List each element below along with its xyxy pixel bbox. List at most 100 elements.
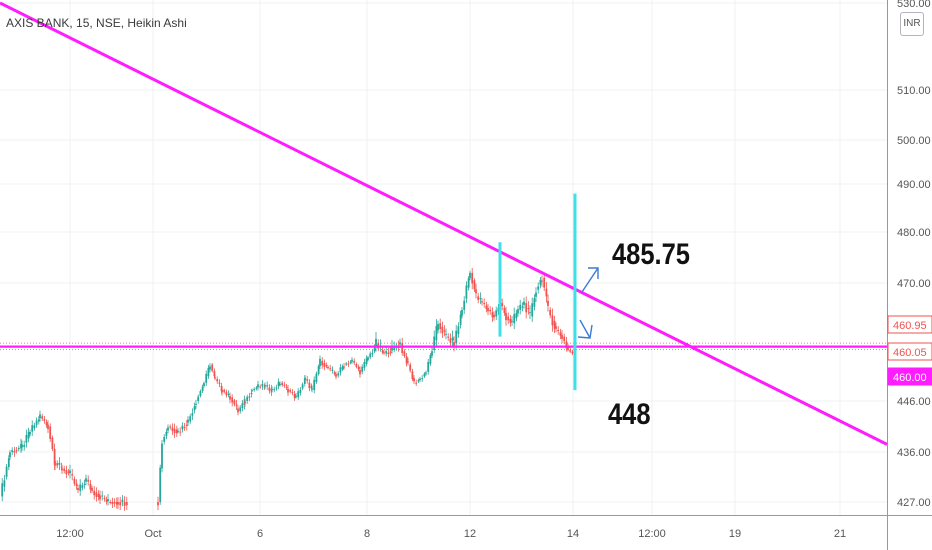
candle-body (413, 377, 415, 382)
descending-trendline (0, 1, 888, 446)
candle-body (159, 467, 162, 502)
candle-body (511, 320, 513, 322)
candle-body (463, 300, 466, 310)
candle-body (445, 333, 447, 335)
candle-body (547, 300, 549, 306)
candle-body (355, 363, 358, 367)
candle-body (279, 383, 281, 385)
candle-body (483, 303, 486, 305)
x-tick-label: 12 (464, 528, 476, 540)
y-tick-label: 436.00 (897, 447, 931, 459)
candle-body (275, 387, 278, 389)
candle-body (69, 470, 71, 474)
candle-body (369, 353, 372, 358)
candle-body (301, 384, 304, 389)
x-tick-label: 12:00 (56, 528, 84, 540)
candle-body (531, 303, 534, 317)
candle-body (469, 272, 471, 279)
candle-body (425, 372, 427, 374)
price-badge-label: 460.95 (893, 320, 927, 332)
candle-body (173, 428, 176, 434)
candle-body (163, 436, 166, 442)
candle-body (495, 310, 498, 317)
candle-body (9, 452, 11, 458)
y-tick-label: 446.00 (897, 396, 931, 408)
candle-body (103, 497, 106, 500)
candle-body (183, 427, 186, 429)
candle-body (393, 346, 396, 350)
candle-body (211, 364, 214, 371)
candle-body (375, 338, 377, 347)
candle-body (17, 447, 20, 450)
candle-body (113, 502, 116, 504)
candle-body (401, 343, 404, 353)
candle-body (253, 388, 256, 391)
candle-body (115, 502, 118, 505)
candle-body (517, 309, 519, 314)
candle-body (451, 337, 454, 341)
candle-body (239, 407, 242, 412)
candle-body (20, 443, 22, 449)
candle-body (455, 330, 458, 344)
candle-body (109, 502, 112, 503)
candle-body (221, 389, 223, 393)
candle-body (323, 362, 326, 368)
candle-body (409, 364, 412, 371)
candle-body (433, 336, 436, 350)
candle-body (268, 387, 271, 391)
candle-body (453, 342, 455, 347)
candle-body (541, 280, 543, 282)
candle-body (37, 419, 40, 422)
candle-body (559, 332, 562, 336)
candle-body (123, 502, 126, 506)
candle-body (304, 377, 306, 380)
candle-body (197, 396, 200, 401)
candle-body (91, 487, 93, 491)
candle-body (99, 495, 101, 500)
candle-body (259, 386, 262, 388)
candle-body (335, 374, 337, 377)
candle-body (3, 480, 6, 487)
candle-body (75, 483, 78, 486)
candle-body (79, 484, 82, 491)
x-tick-label: 12:00 (638, 528, 666, 540)
candle-body (343, 366, 345, 368)
candle-body (423, 373, 426, 377)
candle-body (337, 373, 340, 376)
candle-body (73, 478, 76, 484)
candle-body (11, 450, 14, 452)
candle-body (195, 403, 197, 405)
candle-body (555, 326, 557, 329)
candle-body (533, 298, 536, 307)
candle-body (465, 285, 468, 299)
x-tick-label: Oct (144, 528, 161, 540)
candle-body (321, 360, 324, 366)
candle-body (415, 382, 418, 384)
candle-body (229, 396, 231, 400)
candle-body (25, 434, 28, 443)
candle-body (427, 361, 430, 372)
candle-body (216, 379, 219, 382)
candle-body (521, 306, 524, 308)
candle-body (13, 451, 16, 453)
candle-body (83, 483, 86, 485)
candle-body (244, 401, 246, 404)
candle-body (327, 366, 329, 369)
candle-body (261, 383, 264, 387)
candle-body (101, 495, 104, 497)
candle-body (461, 309, 463, 316)
candle-body (33, 425, 36, 429)
y-tick-label: 530.00 (897, 0, 931, 10)
candle-body (507, 316, 510, 321)
candle-body (365, 358, 368, 364)
candle-body (357, 366, 360, 370)
candle-body (1, 483, 4, 497)
x-tick-label: 14 (567, 528, 579, 540)
candle-body (45, 421, 48, 426)
candle-body (373, 347, 376, 352)
currency-badge[interactable]: INR (900, 12, 924, 36)
candle-body (341, 366, 344, 370)
candle-body (107, 499, 109, 502)
